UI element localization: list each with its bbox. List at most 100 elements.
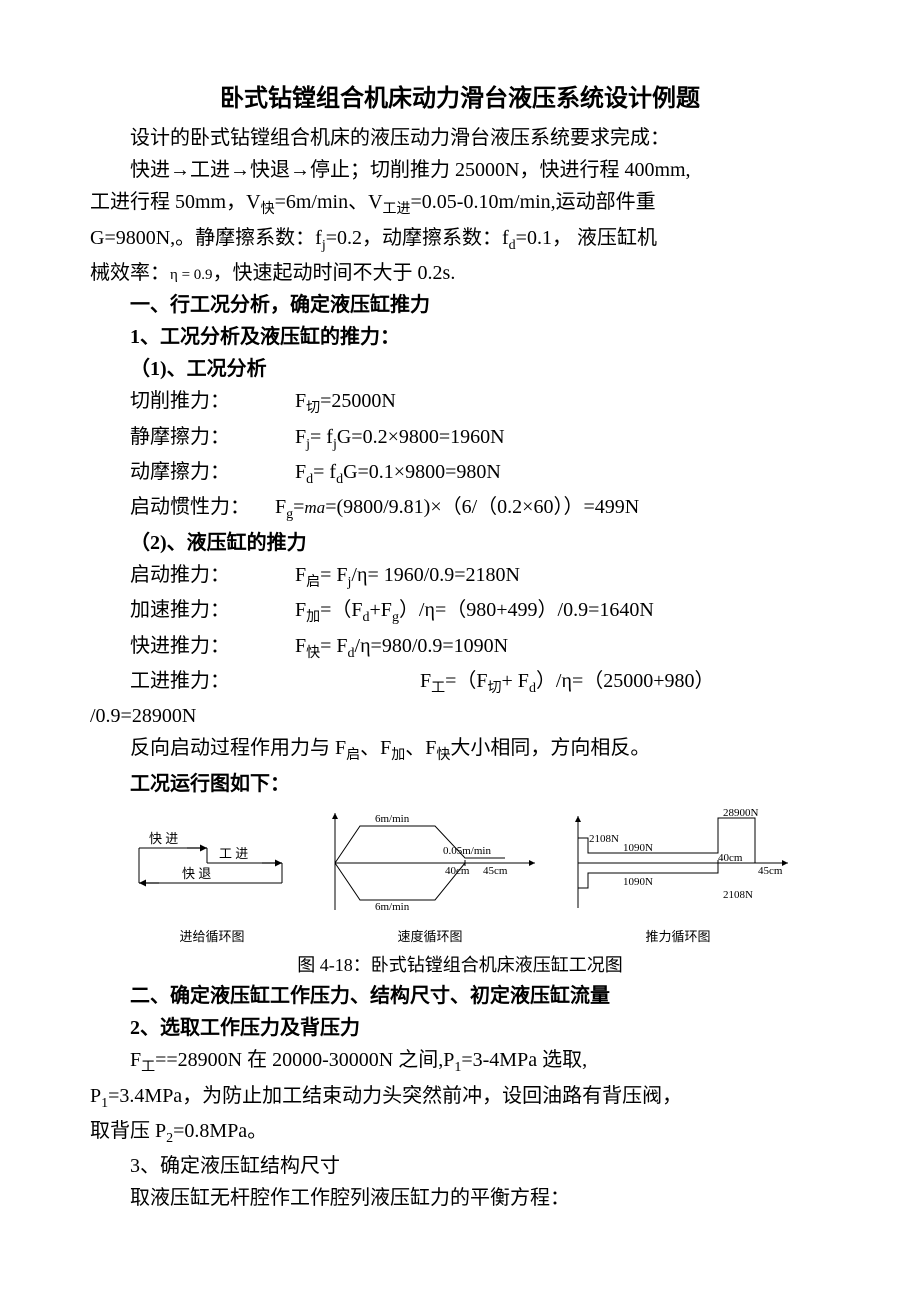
reverse-note: 反向启动过程作用力与 F启、F加、F快大小相同，方向相反。: [90, 732, 830, 767]
heading-1-1: 1、工况分析及液压缸的推力：: [90, 321, 830, 353]
dia2-caption: 速度循环图: [315, 927, 545, 948]
dia1-label-2: 工 进: [219, 846, 248, 861]
text-fragment: 械效率：: [90, 262, 170, 284]
dia3-caption: 推力循环图: [563, 927, 793, 948]
subscript: 加: [391, 748, 405, 763]
intro-line-2: 快进→工进→快退→停止；切削推力 25000N，快进行程 400mm,: [90, 154, 830, 186]
var-p: P: [90, 1085, 101, 1107]
figure-caption: 图 4-18：卧式钻镗组合机床液压缸工况图: [90, 951, 830, 980]
dia2-label-3: 40cm: [445, 865, 470, 877]
row-static-friction: 静摩擦力： Fj= fjG=0.2×9800=1960N: [90, 421, 830, 456]
formula-label: 动摩擦力：: [130, 456, 290, 488]
dia1-label-3: 快 退: [182, 866, 211, 881]
text-fragment: G=9800N,。静摩擦系数：f: [90, 227, 322, 249]
speed-cycle-svg: 6m/min 0.05m/min 40cm 45cm 6m/min: [315, 808, 545, 913]
feed-cycle-svg: 快 进 工 进 快 退: [127, 808, 297, 913]
text-fragment: =: [293, 496, 304, 518]
heading-2-2: 3、确定液压缸结构尺寸: [90, 1150, 830, 1182]
var-f: F: [295, 564, 306, 586]
formula-value: =25000N: [320, 390, 396, 412]
text-fragment: 取背压 P: [90, 1120, 166, 1142]
heading-1-1-1: （1)、工况分析: [90, 353, 830, 385]
condition-chart-heading: 工况运行图如下：: [90, 768, 830, 800]
subscript: 启: [306, 575, 320, 590]
subscript: 切: [488, 681, 502, 696]
intro-line-4: G=9800N,。静摩擦系数：fj=0.2，动摩擦系数：fd=0.1， 液压缸机: [90, 222, 830, 257]
text-fragment: =0.2，动摩擦系数：f: [326, 227, 509, 249]
formula-value: G=0.2×9800=1960N: [337, 426, 505, 448]
dia3-label-5: 45cm: [758, 865, 783, 877]
formula-value: /η= 1960/0.9=2180N: [351, 564, 520, 586]
dia3-label-3: 1090N: [623, 842, 653, 854]
dia3-label-2: 2108N: [589, 833, 619, 845]
text-fragment: + F: [502, 670, 529, 692]
heading-1-1-2: （2)、液压缸的推力: [90, 527, 830, 559]
text-fragment: 、F: [360, 737, 391, 759]
formula-label: 快进推力：: [130, 630, 290, 662]
subscript: d: [529, 681, 536, 696]
text-fragment: =3.4MPa，为防止加工结束动力头突然前冲，设回油路有背压阀，: [108, 1085, 682, 1107]
pressure-line-1: F工==28900N 在 20000-30000N 之间,P1=3-4MPa 选…: [90, 1044, 830, 1079]
subscript: 工: [141, 1060, 155, 1075]
row-start-thrust: 启动推力： F启= Fj/η= 1960/0.9=2180N: [90, 559, 830, 594]
dia2-label-2: 0.05m/min: [443, 845, 491, 857]
subscript: 快: [261, 202, 275, 217]
pressure-line-2: P1=3.4MPa，为防止加工结束动力头突然前冲，设回油路有背压阀，: [90, 1080, 830, 1115]
var-f: F: [295, 390, 306, 412]
text-fragment: =0.1， 液压缸机: [516, 227, 657, 249]
text-fragment: 反向启动过程作用力与 F: [130, 737, 346, 759]
thrust-cycle-svg: 28900N 2108N 1090N 40cm 45cm 1090N 2108N: [563, 808, 793, 913]
formula-label: 启动惯性力：: [130, 491, 270, 523]
formula-label: 加速推力：: [130, 594, 290, 626]
subscript: d: [363, 610, 370, 625]
row-work-thrust: 工进推力： F工=（F切+ Fd）/η=（25000+980）: [90, 665, 830, 700]
text-fragment: =（F: [445, 670, 487, 692]
subscript: d: [509, 238, 516, 253]
text-fragment: =0.8MPa。: [173, 1120, 267, 1142]
var-f: F: [295, 461, 306, 483]
subscript: 加: [306, 610, 320, 625]
row-dynamic-friction: 动摩擦力： Fd= fdG=0.1×9800=980N: [90, 456, 830, 491]
formula-label: 切削推力：: [130, 385, 290, 417]
subscript: g: [392, 610, 399, 625]
var-f: F: [275, 496, 286, 518]
dia3-label-6: 1090N: [623, 876, 653, 888]
pressure-line-3: 取背压 P2=0.8MPa。: [90, 1115, 830, 1150]
var-f: F: [420, 670, 431, 692]
dia3-label-4: 40cm: [718, 852, 743, 864]
dia2-label-1: 6m/min: [375, 813, 410, 825]
formula-label: 启动推力：: [130, 559, 290, 591]
eta-value: η = 0.9: [170, 267, 213, 283]
subscript: 启: [346, 748, 360, 763]
dia1-caption: 进给循环图: [127, 927, 297, 948]
speed-cycle-diagram: 6m/min 0.05m/min 40cm 45cm 6m/min 速度循环图: [315, 808, 545, 948]
text-fragment: =6m/min、V: [275, 191, 383, 213]
text-fragment: +F: [370, 599, 392, 621]
dia2-label-4: 45cm: [483, 865, 508, 877]
subscript: 切: [306, 401, 320, 416]
heading-1: 一、行工况分析，确定液压缸推力: [90, 289, 830, 321]
diagram-row: 快 进 工 进 快 退 进给循环图 6m/min 0.05m/min 40cm …: [90, 808, 830, 948]
text-fragment: =（F: [320, 599, 362, 621]
row-accel-thrust: 加速推力： F加=（Fd+Fg）/η=（980+499）/0.9=1640N: [90, 594, 830, 629]
text-fragment: = f: [313, 461, 336, 483]
heading-2-1: 2、选取工作压力及背压力: [90, 1012, 830, 1044]
text-fragment: 、F: [405, 737, 436, 759]
text-fragment: = F: [320, 564, 347, 586]
dia2-label-5: 6m/min: [375, 901, 410, 913]
row-work-thrust-cont: /0.9=28900N: [90, 700, 830, 732]
row-fast-thrust: 快进推力： F快= Fd/η=980/0.9=1090N: [90, 630, 830, 665]
subscript: 工进: [383, 202, 411, 217]
intro-line-3: 工进行程 50mm，V快=6m/min、V工进=0.05-0.10m/min,运…: [90, 186, 830, 221]
feed-cycle-diagram: 快 进 工 进 快 退 进给循环图: [127, 808, 297, 948]
formula-label: 工进推力：: [130, 665, 290, 697]
dia1-label-1: 快 进: [149, 831, 178, 846]
equation-intro: 取液压缸无杆腔作工作腔列液压缸力的平衡方程：: [90, 1182, 830, 1214]
text-fragment: = f: [310, 426, 333, 448]
dia3-label-1: 28900N: [723, 808, 759, 819]
row-cutting-force: 切削推力： F切=25000N: [90, 385, 830, 420]
subscript: d: [348, 646, 355, 661]
subscript: 工: [431, 681, 445, 696]
var-f: F: [295, 599, 306, 621]
subscript: 快: [436, 748, 450, 763]
